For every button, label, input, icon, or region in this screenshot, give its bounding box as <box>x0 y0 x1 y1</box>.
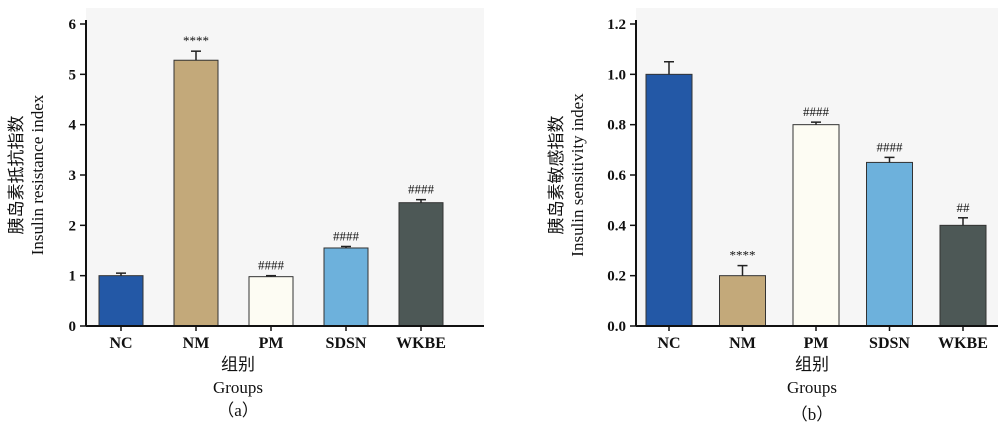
chart-b-x-ticks: NC NM PM SDSN WKBE <box>657 326 988 352</box>
chart-b-y-tick-label: 1.2 <box>607 17 626 33</box>
chart-b-x-tick-label-wkbe: WKBE <box>938 335 988 352</box>
chart-b-annotations: ****########## <box>730 104 971 262</box>
chart-b-x-tick-label-nm: NM <box>729 335 756 352</box>
chart-a-x-ticks: NC NM PM SDSN WKBE <box>109 326 446 352</box>
chart-b-x-tick-label-nc: NC <box>657 335 680 352</box>
chart-a-xlabel-cn: 组别 <box>221 355 255 375</box>
chart-b-annotation-sdsn: #### <box>877 139 904 154</box>
chart-b-bar-pm <box>792 124 840 327</box>
chart-a-annotation-wkbe: #### <box>408 182 435 197</box>
chart-a-ylabel-en: Insulin resistance index <box>28 94 47 255</box>
chart-a-bar-nm <box>173 59 219 327</box>
chart-a-y-tick-label: 6 <box>69 17 77 33</box>
chart-b-x-tick-label-pm: PM <box>804 335 829 352</box>
chart-b-xlabel-cn: 组别 <box>795 355 829 375</box>
chart-b-y-ticks: 0.0 0.2 0.4 0.6 0.8 1.0 1.2 <box>607 17 636 335</box>
chart-b-annotation-nm: **** <box>730 248 756 263</box>
chart-a-bar-nc <box>98 275 144 327</box>
chart-b-bar-wkbe <box>939 224 987 327</box>
chart-b-bar-nm <box>719 275 766 327</box>
chart-a-y-tick-label: 2 <box>69 218 77 234</box>
chart-panel-b: ****########## 0.00.20.40.60.81.01.2 NC N… <box>547 8 998 424</box>
chart-a-xlabel-en: Groups <box>213 378 263 397</box>
chart-a-annotation-sdsn: #### <box>333 228 360 243</box>
chart-b-annotation-pm: #### <box>803 104 830 119</box>
chart-a-y-tick-label: 4 <box>69 118 77 134</box>
chart-a-y-tick-label: 1 <box>69 269 77 285</box>
chart-b-error-bars <box>664 61 968 276</box>
chart-a-y-tick-label: 3 <box>69 168 77 184</box>
chart-b-bar-nc <box>645 73 693 327</box>
chart-b-y-tick-label: 0.6 <box>607 168 626 184</box>
chart-a-x-tick-label-sdsn: SDSN <box>326 335 367 352</box>
chart-a-ylabel-cn: 胰岛素抵抗指数 <box>7 116 27 235</box>
chart-b-y-tick-label: 0.0 <box>607 319 626 335</box>
chart-a-annotation-pm: #### <box>258 258 285 273</box>
chart-a-y-ticks: 0 1 2 3 4 5 6 <box>69 17 86 335</box>
chart-b-annotation-wkbe: ## <box>957 200 971 215</box>
chart-b-bar-sdsn <box>866 161 913 327</box>
chart-a-x-tick-label-pm: PM <box>259 335 284 352</box>
chart-a-bar-pm <box>248 276 294 327</box>
chart-b-panel-label: （b） <box>791 405 834 424</box>
chart-a-x-tick-label-wkbe: WKBE <box>396 335 446 352</box>
chart-b-xlabel-en: Groups <box>787 378 837 397</box>
chart-b-bars <box>645 73 987 327</box>
chart-a-annotations: **** #### #### #### <box>183 33 435 272</box>
chart-b-x-tick-label-sdsn: SDSN <box>869 335 910 352</box>
chart-a-error-bars <box>116 50 426 277</box>
chart-a-annotation-nm: **** <box>183 33 209 48</box>
chart-a-panel-label: （a） <box>217 401 259 420</box>
chart-b-y-tick-label: 1.0 <box>607 67 626 83</box>
chart-b-ylabel-cn: 胰岛素敏感指数 <box>547 116 567 235</box>
chart-b-ylabel-en: Insulin sensitivity index <box>568 93 587 257</box>
chart-a-bar-wkbe <box>398 202 444 327</box>
chart-a-x-tick-label-nm: NM <box>183 335 210 352</box>
chart-a-y-tick-label: 0 <box>69 319 77 335</box>
chart-a-y-tick-label: 5 <box>69 67 77 83</box>
chart-b-y-tick-label: 0.8 <box>607 118 626 134</box>
chart-a-x-tick-label-nc: NC <box>109 335 132 352</box>
chart-b-y-tick-label: 0.2 <box>607 269 626 285</box>
chart-b-y-tick-label: 0.4 <box>607 218 626 234</box>
chart-a-bar-sdsn <box>323 247 369 327</box>
